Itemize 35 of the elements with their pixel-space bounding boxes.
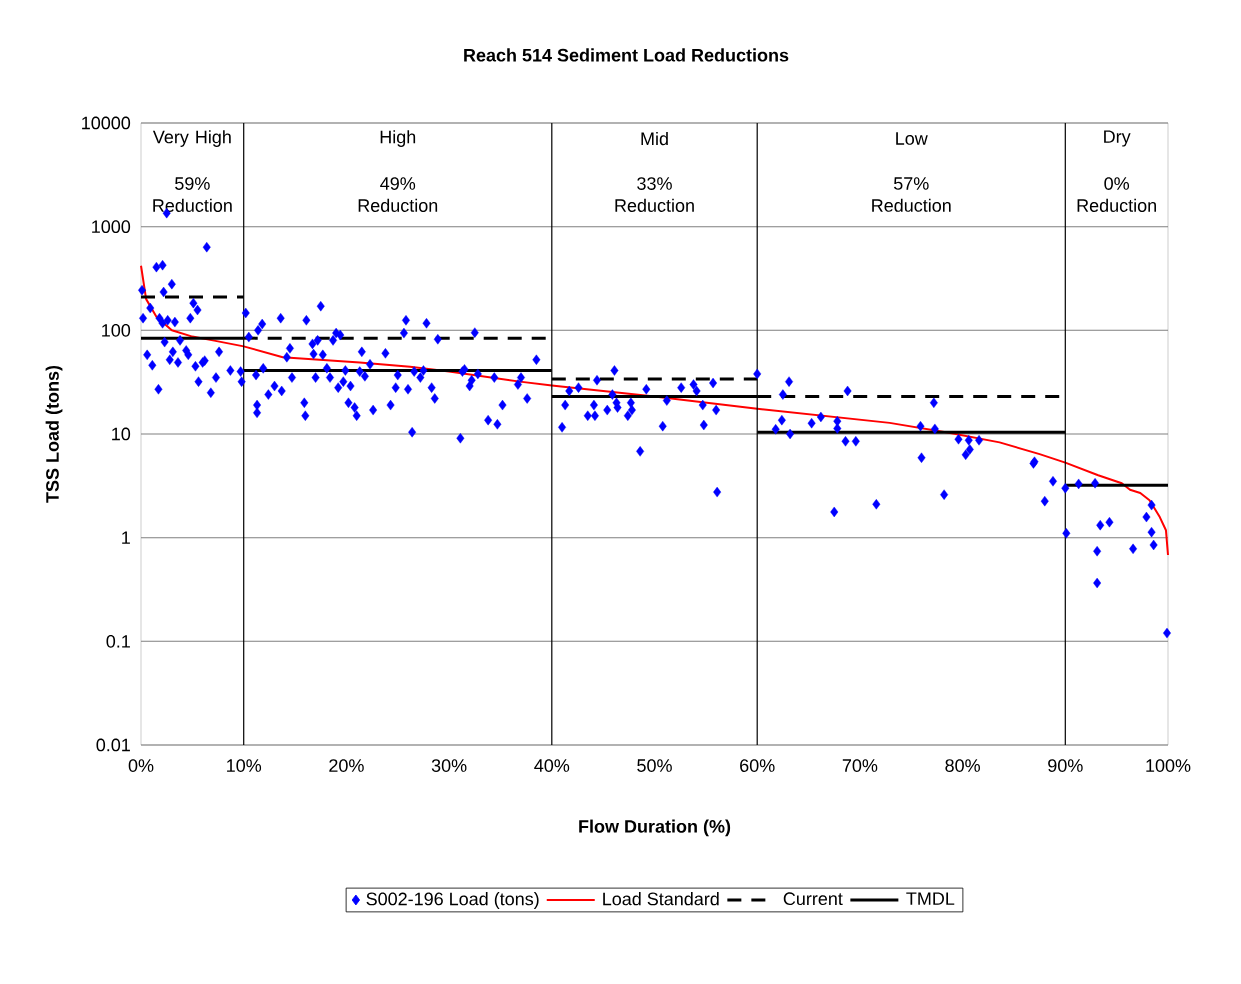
- x-tick-label: 70%: [842, 759, 878, 772]
- x-tick-label: 40%: [534, 759, 570, 772]
- legend-label: TMDL: [906, 892, 955, 905]
- y-tick-label: 1000: [92, 220, 131, 234]
- y-tick-label: 0.01: [96, 738, 130, 752]
- y-tick-label: 100: [102, 323, 131, 337]
- legend-label: Load Standard: [603, 892, 719, 906]
- x-tick-label: 50%: [637, 759, 672, 772]
- y-axis-title: TSS Load (tons): [45, 365, 63, 503]
- x-tick-label: 0%: [128, 759, 154, 772]
- x-tick-label: 90%: [1048, 759, 1083, 772]
- x-tick-label: 20%: [329, 759, 364, 772]
- y-tick-label: 10: [112, 427, 131, 441]
- x-axis-title: Flow Duration (%): [579, 819, 731, 837]
- annotation: Dry: [1104, 130, 1131, 147]
- annotation: Low: [896, 132, 928, 145]
- x-tick-label: 100%: [1146, 759, 1191, 772]
- x-tick-label: 80%: [945, 759, 980, 772]
- chart-title: Reach 514 Sediment Load Reductions: [464, 48, 789, 62]
- annotation: High: [380, 130, 416, 147]
- legend-label: Current: [783, 892, 843, 906]
- x-tick-label: 10%: [227, 759, 262, 772]
- annotation: Mid: [641, 131, 668, 146]
- y-tick-label: 10000: [82, 116, 131, 130]
- annotation: 57% Reduction: [872, 177, 951, 212]
- annotation: 49% Reduction: [358, 177, 438, 212]
- legend-label: S002-196 Load (tons): [366, 892, 539, 909]
- x-tick-label: 30%: [431, 759, 467, 772]
- annotation: Very High: [152, 130, 231, 147]
- y-tick-label: 1: [122, 531, 130, 544]
- x-tick-label: 60%: [740, 759, 775, 772]
- y-tick-label: 0.1: [106, 634, 130, 648]
- annotation: 33% Reduction: [615, 177, 694, 212]
- annotation: 59% Reduction: [153, 177, 232, 212]
- annotation: 0% Reduction: [1077, 177, 1156, 212]
